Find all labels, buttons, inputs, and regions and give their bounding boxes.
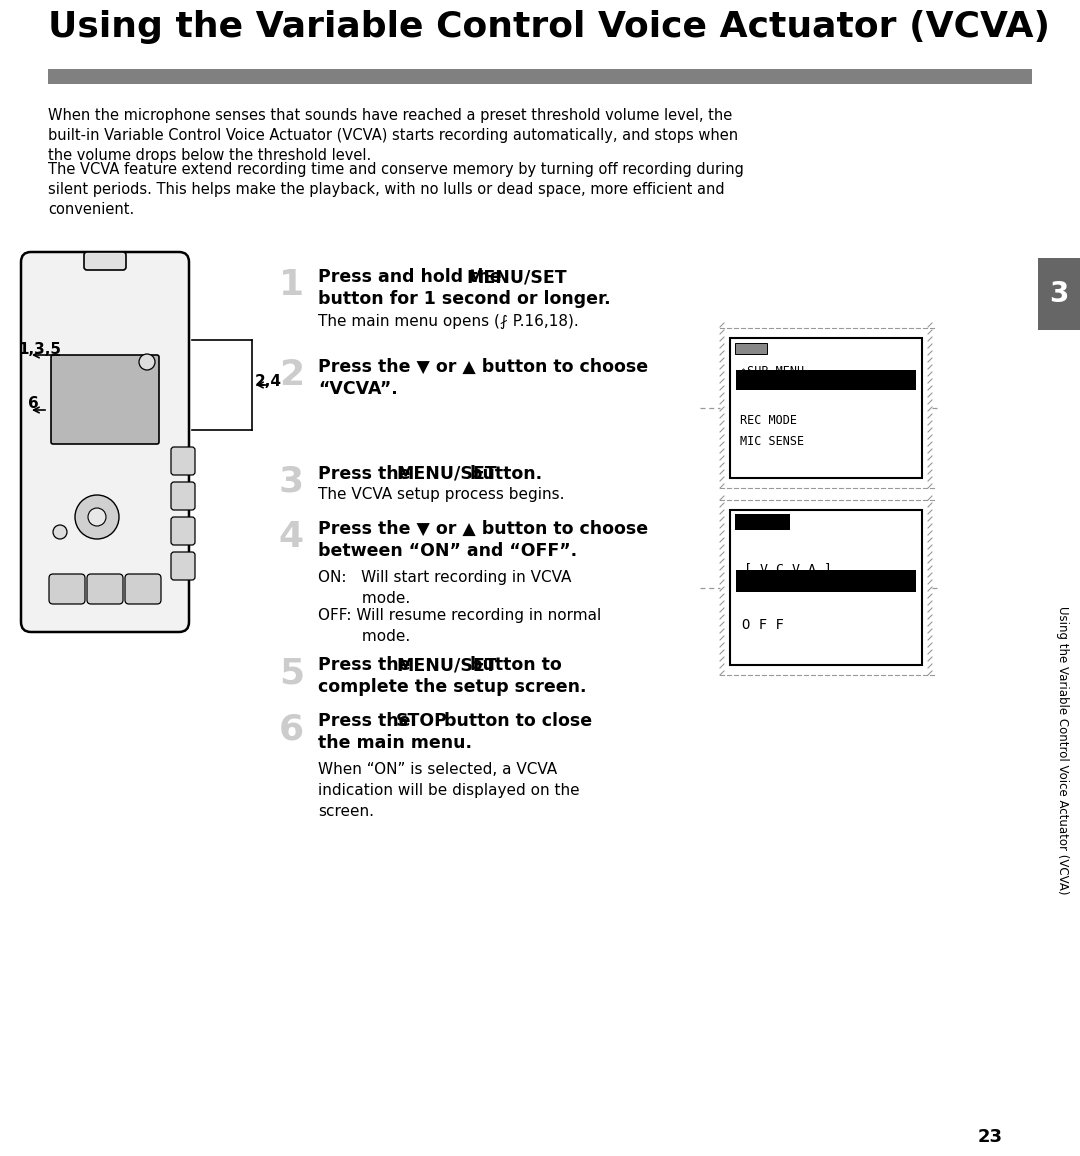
Text: Press the: Press the (318, 465, 417, 483)
FancyBboxPatch shape (87, 575, 123, 603)
FancyBboxPatch shape (84, 252, 126, 271)
Circle shape (139, 354, 156, 370)
Text: VCVA: VCVA (738, 529, 767, 543)
Text: Using the Variable Control Voice Actuator (VCVA): Using the Variable Control Voice Actuato… (1055, 606, 1068, 895)
Text: When the microphone senses that sounds have reached a preset threshold volume le: When the microphone senses that sounds h… (48, 108, 738, 163)
FancyBboxPatch shape (21, 252, 189, 632)
Text: STOP: STOP (396, 712, 448, 729)
Text: 23: 23 (977, 1128, 1002, 1146)
Text: MENU/SET: MENU/SET (396, 465, 497, 483)
Text: REC MODE: REC MODE (740, 414, 797, 427)
Text: Press the ▼ or ▲ button to choose: Press the ▼ or ▲ button to choose (318, 520, 648, 538)
Text: button.: button. (464, 465, 542, 483)
Text: complete the setup screen.: complete the setup screen. (318, 679, 586, 696)
Bar (735, 570, 916, 592)
Text: MIC SENSE: MIC SENSE (740, 435, 805, 449)
Text: button to: button to (464, 655, 562, 674)
FancyBboxPatch shape (51, 355, 159, 444)
Text: “VCVA”.: “VCVA”. (318, 380, 397, 398)
FancyBboxPatch shape (171, 482, 195, 510)
Text: The VCVA setup process begins.: The VCVA setup process begins. (318, 487, 565, 502)
Circle shape (53, 525, 67, 539)
Text: 2,4: 2,4 (255, 373, 282, 388)
Bar (730, 510, 922, 665)
Text: O N: O N (742, 592, 767, 606)
Text: 6: 6 (28, 397, 39, 412)
Bar (1038, 258, 1080, 329)
Circle shape (87, 507, 106, 526)
Text: 6: 6 (279, 712, 303, 746)
Bar (730, 338, 922, 477)
Text: MENU/SET: MENU/SET (465, 268, 567, 286)
Text: ◇SUB MENU: ◇SUB MENU (740, 365, 805, 378)
Text: The main menu opens (⨏ P.16,18).: The main menu opens (⨏ P.16,18). (318, 314, 579, 329)
Text: 3: 3 (279, 465, 303, 499)
FancyBboxPatch shape (171, 517, 195, 544)
Bar (735, 514, 789, 529)
Text: The VCVA feature extend recording time and conserve memory by turning off record: The VCVA feature extend recording time a… (48, 162, 744, 216)
Text: button to close: button to close (438, 712, 592, 729)
FancyBboxPatch shape (171, 553, 195, 580)
Text: between “ON” and “OFF”.: between “ON” and “OFF”. (318, 542, 577, 560)
Text: the main menu.: the main menu. (318, 734, 472, 753)
Text: 3: 3 (1050, 280, 1069, 307)
Text: Press and hold the: Press and hold the (318, 268, 508, 286)
Text: Press the: Press the (318, 655, 417, 674)
Text: 1: 1 (279, 268, 303, 302)
Text: O F F: O F F (742, 618, 784, 632)
Text: button for 1 second or longer.: button for 1 second or longer. (318, 290, 610, 307)
Text: ON:   Will start recording in VCVA
         mode.: ON: Will start recording in VCVA mode. (318, 570, 571, 606)
Text: 5: 5 (279, 655, 303, 690)
Bar (735, 343, 767, 354)
Text: 4: 4 (279, 520, 303, 554)
Bar (735, 370, 916, 390)
Text: 1,3,5: 1,3,5 (18, 341, 60, 356)
Text: Using the Variable Control Voice Actuator (VCVA): Using the Variable Control Voice Actuato… (48, 10, 1050, 44)
Text: Press the ▼ or ▲ button to choose: Press the ▼ or ▲ button to choose (318, 358, 648, 376)
Text: MENU/SET: MENU/SET (396, 655, 497, 674)
Text: When “ON” is selected, a VCVA
indication will be displayed on the
screen.: When “ON” is selected, a VCVA indication… (318, 762, 580, 818)
Text: Press the: Press the (318, 712, 417, 729)
Circle shape (75, 495, 119, 539)
Text: 2: 2 (279, 358, 303, 392)
FancyBboxPatch shape (49, 575, 85, 603)
FancyBboxPatch shape (125, 575, 161, 603)
Bar (48, 69, 1032, 84)
Text: OFF: Will resume recording in normal
         mode.: OFF: Will resume recording in normal mod… (318, 608, 602, 644)
FancyBboxPatch shape (171, 447, 195, 475)
Text: VCVA: VCVA (740, 390, 770, 403)
Text: [ V C V A ]: [ V C V A ] (744, 562, 832, 575)
